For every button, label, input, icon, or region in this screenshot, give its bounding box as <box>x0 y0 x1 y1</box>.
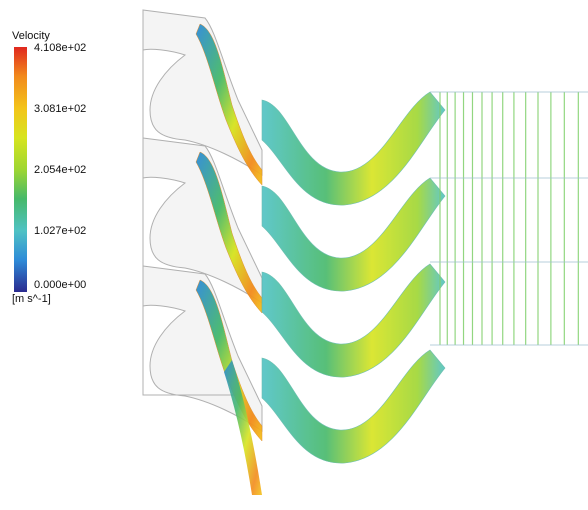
stator-channel <box>195 279 263 442</box>
stator-channel <box>195 151 263 314</box>
stator-flow-channels <box>195 23 263 495</box>
rotor-channel <box>261 91 446 206</box>
velocity-legend: Velocity 4.108e+02 3.081e+02 2.054e+02 1… <box>10 30 130 310</box>
rotor-channel <box>261 349 446 464</box>
legend-tick-2: 2.054e+02 <box>34 164 87 176</box>
legend-colorbar <box>14 47 27 292</box>
rotor-channel <box>261 263 446 378</box>
legend-tick-1: 1.027e+02 <box>34 225 87 237</box>
legend-unit: [m s^-1] <box>12 293 51 305</box>
legend-tick-max: 4.108e+02 <box>34 42 87 54</box>
legend-title: Velocity <box>12 30 50 42</box>
legend-tick-min: 0.000e+00 <box>34 279 87 291</box>
stator-domain <box>142 9 263 432</box>
wake-lines <box>430 91 588 346</box>
stator-exit-channel <box>224 360 262 495</box>
legend-tick-3: 3.081e+02 <box>34 103 87 115</box>
rotor-channel <box>261 177 446 292</box>
rotor-flow-channels <box>261 91 446 464</box>
stator-channel <box>195 23 263 186</box>
stator-boundary <box>142 10 240 396</box>
